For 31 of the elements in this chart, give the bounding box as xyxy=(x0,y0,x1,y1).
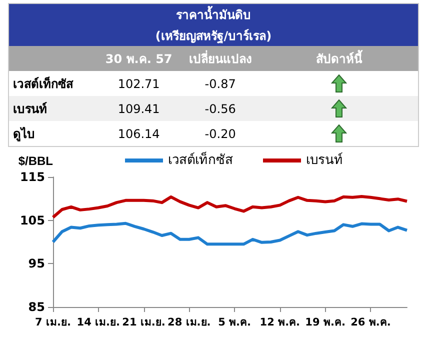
x-tick-label: 14 เม.ย. xyxy=(76,316,120,328)
data-label: -0.56 xyxy=(180,96,260,121)
category-label: เวสต์เท็กซัส xyxy=(12,76,74,93)
data-label: -0.20 xyxy=(204,126,237,142)
category-label: เบรนท์ xyxy=(8,96,97,121)
y-tick-label: 85 xyxy=(28,300,45,314)
y-tick-label: 95 xyxy=(28,256,45,271)
category-label: ดูไบ xyxy=(12,126,36,144)
x-tick-label: 7 เม.ย. xyxy=(35,316,71,328)
data-label: 106.14 xyxy=(116,126,161,142)
x-tick-label: 12 พ.ค. xyxy=(260,316,300,328)
line-series xyxy=(52,195,408,219)
text: 30 พ.ค. 57 xyxy=(97,46,181,71)
x-tick-label: 5 พ.ค. xyxy=(218,316,252,328)
data-label: 109.41 xyxy=(97,96,181,121)
data-label: 102.71 xyxy=(116,76,161,92)
legend-label: เวสต์เท็กซัส xyxy=(168,150,233,168)
x-tick-label: 19 พ.ค. xyxy=(305,316,346,328)
text: (เหรียญสหรัฐ/บาร์เรล) xyxy=(8,25,418,46)
text: เปลี่ยนแปลง xyxy=(180,46,260,71)
text: สัปดาห์นี้ xyxy=(260,46,418,71)
x-tick-label: 21 เม.ย. xyxy=(122,316,166,328)
y-axis-title: $/BBL xyxy=(18,154,53,168)
data-label: -0.87 xyxy=(204,76,237,92)
text: ราคาน้ำมันดิบ xyxy=(8,4,418,25)
x-tick-label: 28 เม.ย. xyxy=(168,316,211,328)
legend-label: เบรนท์ xyxy=(306,152,343,168)
x-tick-label: 26 พ.ค. xyxy=(350,316,391,328)
y-tick-label: 115 xyxy=(20,170,45,184)
y-tick-label: 105 xyxy=(20,213,45,228)
line-series xyxy=(52,222,408,246)
